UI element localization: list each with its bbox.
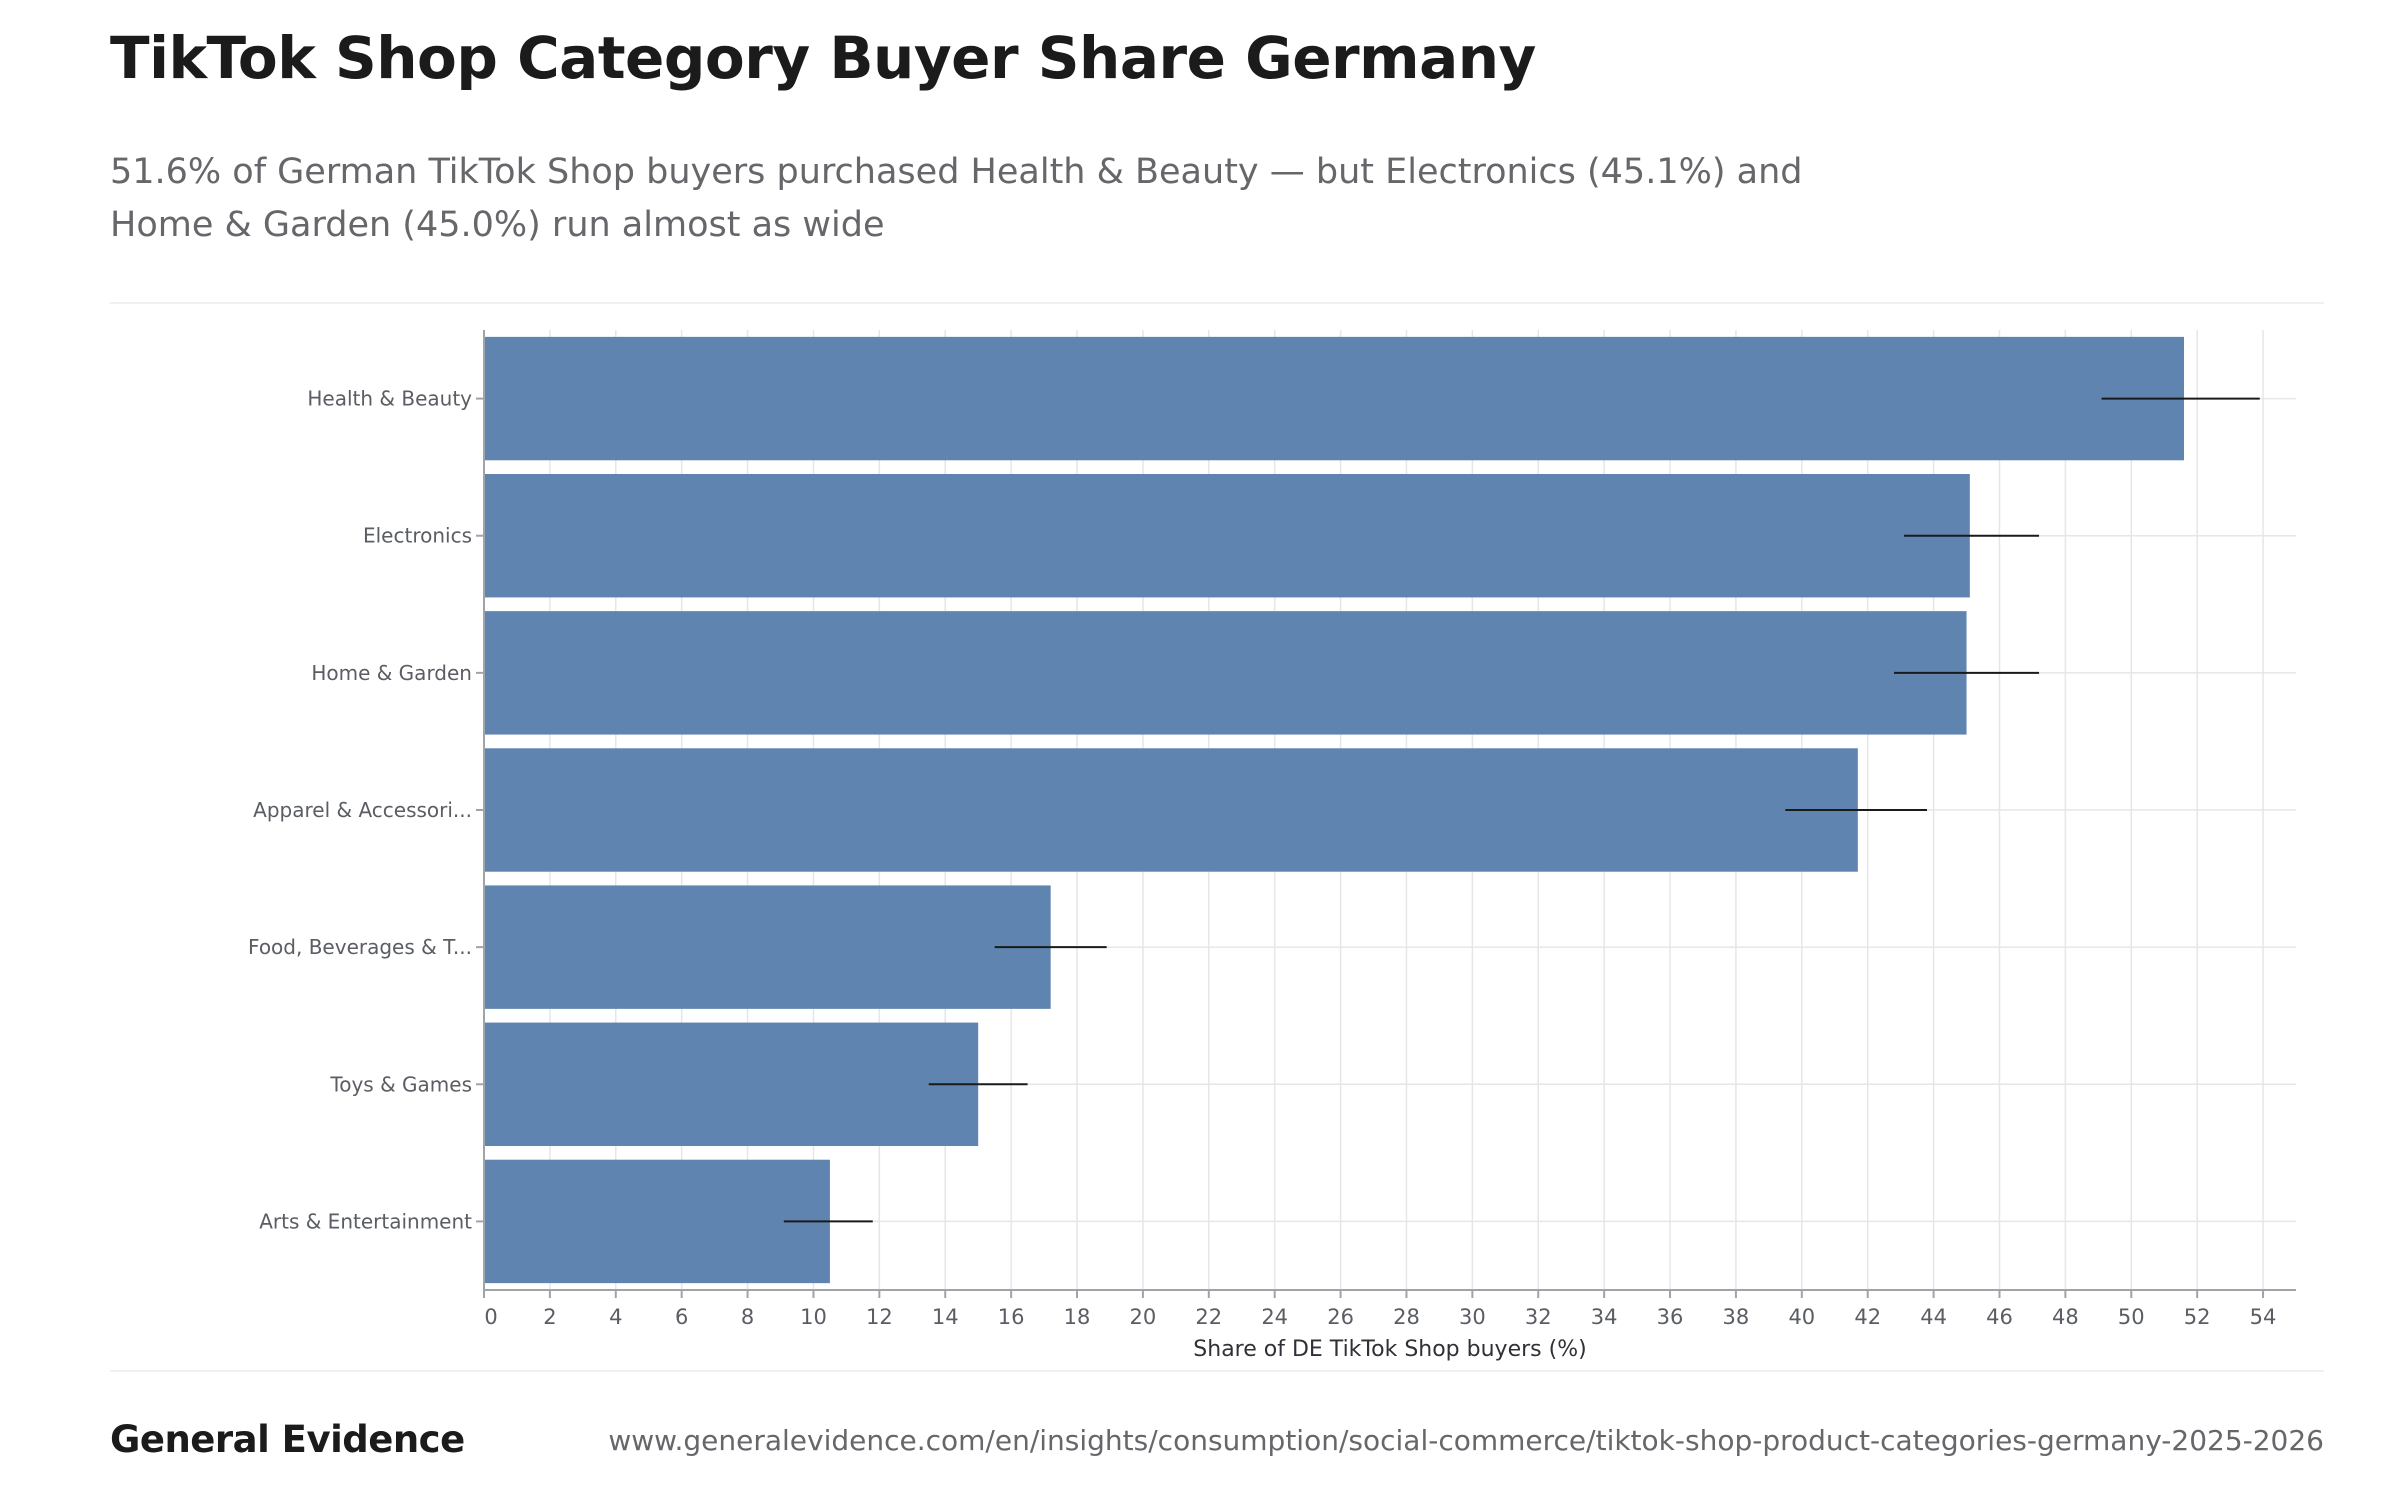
category-label: Apparel & Accessori... (253, 798, 472, 822)
x-tick-label: 6 (675, 1305, 688, 1329)
x-tick-label: 32 (1525, 1305, 1552, 1329)
x-tick-label: 12 (866, 1305, 893, 1329)
x-tick-label: 24 (1261, 1305, 1288, 1329)
x-tick-label: 10 (800, 1305, 827, 1329)
x-tick-label: 26 (1327, 1305, 1354, 1329)
x-tick-label: 2 (543, 1305, 556, 1329)
x-tick-label: 30 (1459, 1305, 1486, 1329)
category-label: Arts & Entertainment (259, 1209, 472, 1233)
x-axis-title: Share of DE TikTok Shop buyers (%) (1193, 1337, 1586, 1362)
bar[interactable] (484, 474, 1970, 598)
category-label: Electronics (363, 524, 472, 548)
x-tick-label: 20 (1130, 1305, 1157, 1329)
page-title: TikTok Shop Category Buyer Share Germany (110, 24, 1536, 92)
bars (484, 336, 2184, 1284)
x-tick-label: 22 (1195, 1305, 1222, 1329)
bar[interactable] (484, 336, 2184, 461)
page-subtitle: 51.6% of German TikTok Shop buyers purch… (110, 152, 1803, 245)
x-tick-label: 18 (1064, 1305, 1091, 1329)
bar[interactable] (484, 611, 1967, 735)
category-label: Toys & Games (329, 1072, 472, 1096)
source-url[interactable]: www.generalevidence.com/en/insights/cons… (608, 1424, 2324, 1457)
category-label: Home & Garden (311, 661, 472, 685)
x-tick-label: 52 (2184, 1305, 2211, 1329)
x-tick-label: 48 (2052, 1305, 2079, 1329)
bar[interactable] (484, 885, 1051, 1009)
x-tick-label: 0 (484, 1305, 497, 1329)
category-labels: Health & Beauty Electronics Home & Garden A… (248, 387, 472, 1234)
x-tick-label: 14 (932, 1305, 959, 1329)
x-tick-label: 16 (998, 1305, 1025, 1329)
category-label: Food, Beverages & T... (248, 935, 472, 959)
error-bars (783, 397, 2260, 1223)
x-tick-label: 28 (1393, 1305, 1420, 1329)
x-tick-label: 4 (609, 1305, 622, 1329)
x-tick-label: 44 (1920, 1305, 1947, 1329)
x-tick-label: 46 (1986, 1305, 2013, 1329)
x-tick-label: 34 (1591, 1305, 1618, 1329)
x-tick-label: 8 (741, 1305, 754, 1329)
x-tick-label: 40 (1788, 1305, 1815, 1329)
axes: 0 2 4 6 8 10 12 14 16 18 20 22 24 26 28 30 32 34 36 38 40 42 4… (476, 330, 2296, 1329)
x-tick-label: 54 (2250, 1305, 2277, 1329)
category-label: Health & Beauty (307, 387, 472, 411)
brand-name: General Evidence (110, 1418, 465, 1461)
footer-divider (110, 1370, 2324, 1372)
header-divider (110, 302, 2324, 304)
x-tick-label: 50 (2118, 1305, 2145, 1329)
x-tick-label: 36 (1657, 1305, 1684, 1329)
x-tick-label: 38 (1723, 1305, 1750, 1329)
bar[interactable] (484, 1159, 830, 1284)
bar[interactable] (484, 1022, 979, 1146)
bar[interactable] (484, 748, 1858, 872)
x-tick-label: 42 (1854, 1305, 1881, 1329)
